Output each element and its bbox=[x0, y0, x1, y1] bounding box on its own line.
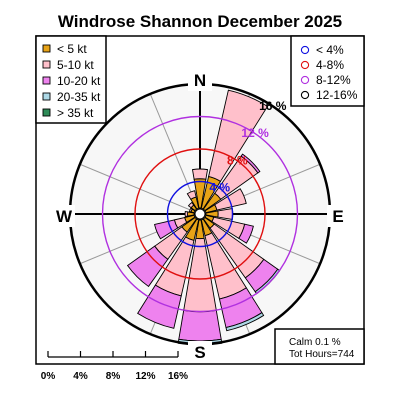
ring-legend-marker bbox=[300, 45, 310, 55]
compass-east: E bbox=[332, 207, 343, 226]
compass-s-bg bbox=[188, 341, 212, 363]
speed-legend-swatch bbox=[42, 44, 51, 53]
bar-segment bbox=[137, 284, 182, 329]
ring-legend-marker bbox=[300, 75, 310, 85]
bar-segment bbox=[191, 168, 209, 180]
ring-8-percent bbox=[134, 148, 266, 280]
ring-legend: < 4%4-8%8-12%12-16% bbox=[290, 35, 365, 107]
speed-legend-label: 10-20 kt bbox=[57, 74, 101, 88]
scale-tick-label: 16% bbox=[168, 371, 188, 382]
ring-labels: 4 % 8 % 12 % 16 % bbox=[209, 99, 286, 195]
bar-segment bbox=[188, 207, 193, 213]
bar-segment bbox=[217, 208, 234, 220]
speed-legend-swatch bbox=[42, 92, 51, 101]
ring-legend-box bbox=[290, 35, 365, 107]
ring-legend-label: 8-12% bbox=[316, 73, 351, 87]
speed-legend-swatch bbox=[42, 108, 51, 117]
plot-frame bbox=[35, 35, 365, 365]
center-hub bbox=[194, 208, 206, 220]
calm-box-frame bbox=[274, 328, 365, 365]
ring-label: 8 % bbox=[227, 153, 248, 167]
chart-title: Windrose Shannon December 2025 bbox=[58, 12, 342, 31]
ring-legend-marker bbox=[300, 60, 310, 70]
bar-segment bbox=[214, 188, 247, 211]
bar-segment bbox=[208, 89, 269, 183]
ring-legend-label: 4-8% bbox=[316, 58, 344, 72]
bar-segment bbox=[178, 309, 222, 342]
ring-legend-label: < 4% bbox=[316, 43, 344, 57]
compass-n-bg bbox=[188, 69, 212, 91]
scale-bar: 0% 4% 8% 12% 16% bbox=[41, 351, 188, 382]
speed-legend-label: 5-10 kt bbox=[57, 58, 94, 72]
speed-legend: < 5 kt 5-10 kt 10-20 kt 20-35 kt > 35 kt bbox=[35, 35, 107, 124]
bar-segment bbox=[187, 201, 195, 209]
scale-tick-label: 4% bbox=[73, 371, 88, 382]
speed-legend-label: < 5 kt bbox=[57, 42, 87, 56]
bar-segment bbox=[240, 153, 261, 174]
scale-tick-label: 0% bbox=[41, 371, 56, 382]
speed-legend-label: 20-35 kt bbox=[57, 90, 101, 104]
direction-bars bbox=[126, 89, 281, 346]
bar-segment bbox=[154, 219, 179, 240]
ring-legend-label: 12-16% bbox=[316, 88, 358, 102]
ring-label: 4 % bbox=[209, 181, 230, 195]
compass-north: N bbox=[194, 71, 206, 90]
ring-12-percent bbox=[101, 115, 299, 313]
total-hours-text: Tot Hours=744 bbox=[289, 349, 355, 360]
scale-tick-label: 12% bbox=[135, 371, 155, 382]
compass-e-bg bbox=[327, 205, 349, 227]
ring-label: 16 % bbox=[259, 99, 287, 113]
bar-segment bbox=[186, 190, 197, 200]
ring-4-percent bbox=[166, 180, 234, 248]
speed-legend-swatch bbox=[42, 76, 51, 85]
scale-tick-label: 8% bbox=[106, 371, 121, 382]
compass-w-bg bbox=[53, 205, 75, 227]
compass-west: W bbox=[56, 207, 73, 226]
speed-legend-label: > 35 kt bbox=[57, 106, 94, 120]
bar-segment bbox=[184, 210, 189, 218]
bar-segment bbox=[126, 245, 169, 288]
bar-segment bbox=[238, 223, 254, 244]
compass-south: S bbox=[194, 343, 205, 362]
calm-box: Calm 0.1 % Tot Hours=744 bbox=[274, 328, 365, 365]
ring-legend-marker bbox=[300, 90, 310, 100]
calm-text: Calm 0.1 % bbox=[289, 337, 341, 348]
bar-segment bbox=[225, 312, 265, 332]
speed-legend-swatch bbox=[42, 60, 51, 69]
ring-label: 12 % bbox=[241, 126, 269, 140]
